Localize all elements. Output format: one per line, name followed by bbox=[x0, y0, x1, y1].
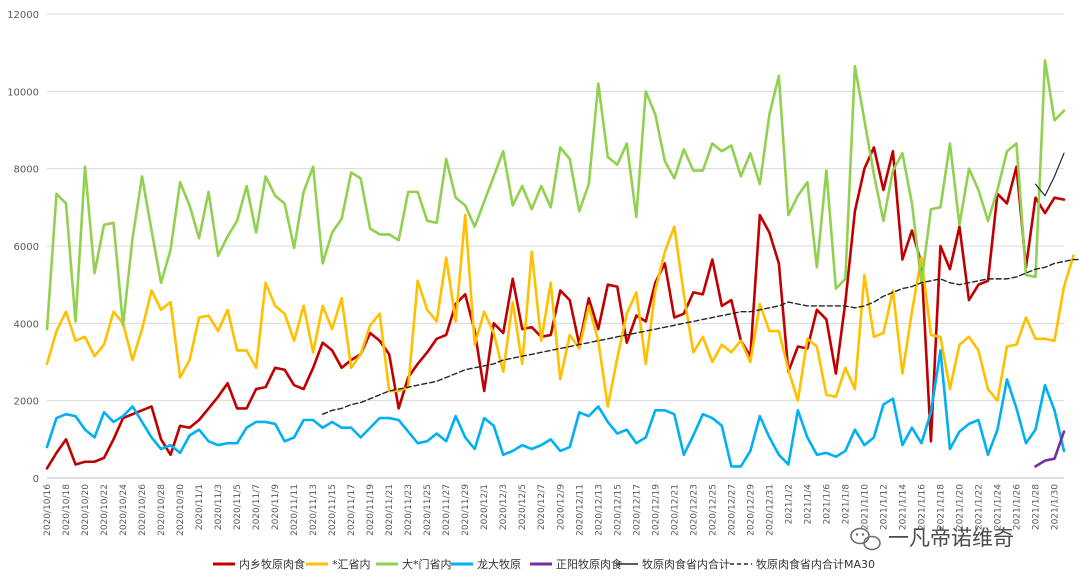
legend-label: *汇省内 bbox=[332, 557, 371, 571]
x-tick-label: 2020/12/5 bbox=[518, 484, 528, 530]
series-line bbox=[321, 258, 1080, 415]
x-tick-label: 2020/12/17 bbox=[632, 484, 642, 536]
x-tick-label: 2020/11/25 bbox=[423, 484, 433, 536]
legend-label: 牧原肉食省内合计 bbox=[642, 557, 730, 571]
x-tick-label: 2020/11/15 bbox=[328, 484, 338, 536]
series-line bbox=[1034, 430, 1066, 468]
x-tick-label: 2020/12/23 bbox=[689, 484, 699, 536]
x-tick-label: 2020/10/16 bbox=[43, 484, 53, 536]
x-tick-label: 2021/1/14 bbox=[898, 484, 908, 530]
x-tick-label: 2020/10/24 bbox=[119, 484, 129, 536]
y-tick-label: 4000 bbox=[14, 319, 39, 330]
legend-label: 大*门省内 bbox=[402, 557, 452, 571]
x-tick-label: 2021/1/10 bbox=[860, 484, 870, 530]
x-tick-label: 2020/12/19 bbox=[651, 484, 661, 536]
x-tick-label: 2020/10/30 bbox=[176, 484, 186, 536]
x-tick-label: 2020/11/11 bbox=[290, 484, 300, 536]
x-tick-label: 2020/12/13 bbox=[594, 484, 604, 536]
x-tick-label: 2021/1/6 bbox=[822, 484, 832, 525]
y-tick-label: 8000 bbox=[14, 165, 39, 176]
x-tick-label: 2021/1/22 bbox=[974, 484, 984, 530]
axes: 0 2000 4000 6000 8000 10000 12000 2020/10/16 202… bbox=[7, 10, 1064, 536]
x-tick-label: 2021/1/16 bbox=[917, 484, 927, 530]
legend-label: 正阳牧原肉食 bbox=[556, 557, 622, 571]
y-tick-label: 2000 bbox=[14, 397, 39, 408]
x-tick-label: 2021/1/24 bbox=[993, 484, 1003, 530]
x-tick-label: 2020/12/3 bbox=[499, 484, 509, 530]
y-tick-label: 0 bbox=[33, 474, 39, 485]
x-tick-label: 2020/11/27 bbox=[442, 484, 452, 536]
x-tick-label: 2020/10/22 bbox=[100, 484, 110, 536]
x-tick-label: 2021/1/28 bbox=[1031, 484, 1041, 530]
x-tick-label: 2020/12/15 bbox=[613, 484, 623, 536]
x-tick-label: 2020/11/3 bbox=[214, 484, 224, 530]
x-tick-label: 2020/11/7 bbox=[252, 484, 262, 530]
x-tick-label: 2020/10/20 bbox=[81, 484, 91, 536]
series-line bbox=[45, 349, 1066, 468]
series-lines bbox=[45, 59, 1080, 470]
x-tick-label: 2021/1/18 bbox=[936, 484, 946, 530]
x-tick-label: 2020/11/5 bbox=[233, 484, 243, 530]
legend-label: 龙大牧原 bbox=[477, 557, 521, 571]
y-tick-label: 6000 bbox=[14, 242, 39, 253]
legend-label: 牧原肉食省内合计MA30 bbox=[756, 557, 875, 571]
legend: 内乡牧原肉食 *汇省内 大*门省内 龙大牧原 正阳牧原肉食 牧原肉食省内合计 牧原肉食省内合… bbox=[213, 557, 875, 571]
x-tick-label: 2021/1/8 bbox=[841, 484, 851, 525]
x-tick-label: 2020/12/31 bbox=[765, 484, 775, 536]
wechat-icon bbox=[850, 527, 881, 551]
x-tick-label: 2020/11/21 bbox=[385, 484, 395, 536]
x-tick-label: 2020/10/28 bbox=[157, 484, 167, 536]
x-tick-label: 2020/10/18 bbox=[62, 484, 72, 536]
x-tick-label: 2021/1/26 bbox=[1012, 484, 1022, 530]
y-tick-label: 10000 bbox=[7, 87, 39, 98]
watermark: 一凡帝诺维奇 bbox=[850, 526, 1014, 551]
gridlines bbox=[47, 13, 1064, 479]
x-tick-label: 2021/1/30 bbox=[1050, 484, 1060, 530]
x-tick-label: 2020/11/13 bbox=[309, 484, 319, 536]
series-line bbox=[45, 213, 1075, 408]
x-tick-label: 2021/1/2 bbox=[784, 484, 794, 524]
series-line bbox=[45, 59, 1066, 331]
x-tick-label: 2020/11/29 bbox=[461, 484, 471, 536]
x-tick-label: 2020/11/17 bbox=[347, 484, 357, 536]
x-tick-label: 2021/1/4 bbox=[803, 484, 813, 525]
x-tick-label: 2020/12/27 bbox=[727, 484, 737, 536]
x-tick-label: 2020/12/1 bbox=[480, 484, 490, 530]
x-tick-label: 2020/12/25 bbox=[708, 484, 718, 536]
x-tick-label: 2020/12/21 bbox=[670, 484, 680, 536]
legend-label: 内乡牧原肉食 bbox=[239, 557, 305, 571]
x-tick-label: 2020/12/7 bbox=[537, 484, 547, 530]
y-tick-label: 12000 bbox=[7, 10, 39, 21]
x-tick-label: 2020/11/23 bbox=[404, 484, 414, 536]
x-tick-label: 2020/12/9 bbox=[556, 484, 566, 530]
series-line bbox=[1034, 152, 1065, 197]
x-tick-label: 2020/11/9 bbox=[271, 484, 281, 530]
x-tick-label: 2020/11/19 bbox=[366, 484, 376, 536]
x-tick-label: 2020/12/29 bbox=[746, 484, 756, 536]
x-tick-label: 2021/1/12 bbox=[879, 484, 889, 530]
x-tick-label: 2020/10/26 bbox=[138, 484, 148, 536]
x-tick-label: 2020/12/11 bbox=[575, 484, 585, 536]
x-tick-label: 2020/11/1 bbox=[195, 484, 205, 530]
watermark-text: 一凡帝诺维奇 bbox=[888, 526, 1014, 550]
x-tick-label: 2021/1/20 bbox=[955, 484, 965, 530]
